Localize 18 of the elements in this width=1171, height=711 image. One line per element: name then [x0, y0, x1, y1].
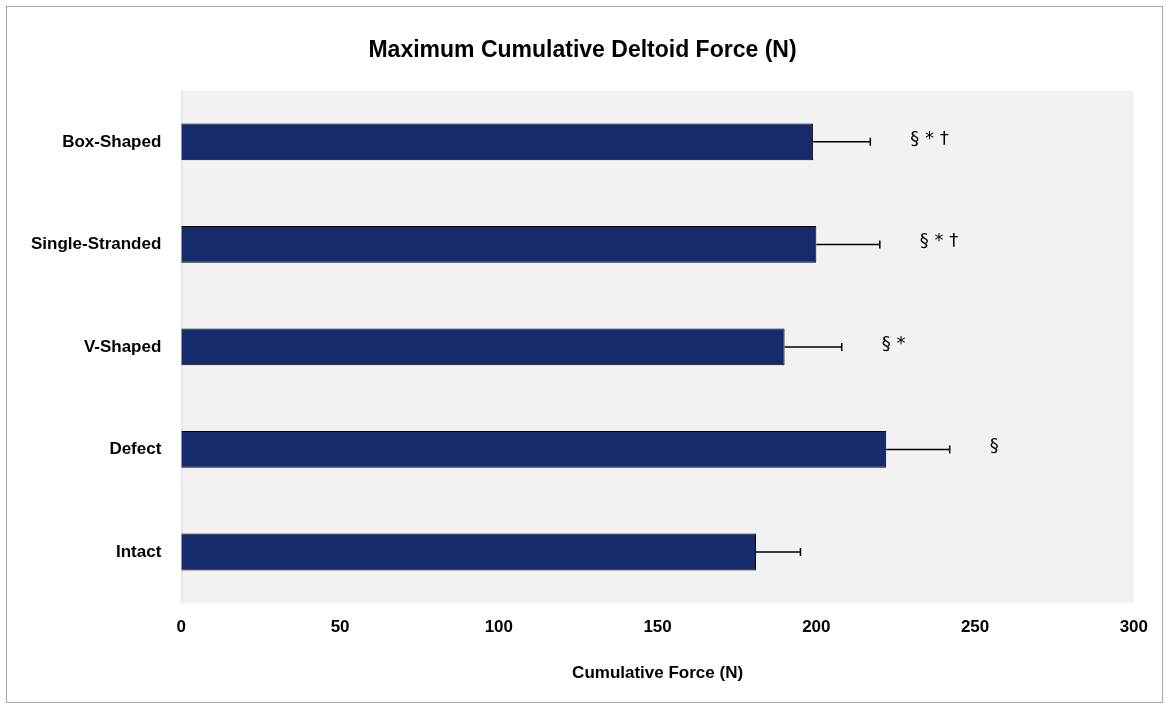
- annotation: § * †: [910, 126, 949, 148]
- y-tick-label: Intact: [116, 541, 162, 561]
- annotation: §: [989, 434, 999, 456]
- x-axis-title: Cumulative Force (N): [572, 663, 744, 683]
- annotation: § *: [881, 331, 906, 353]
- y-tick-label: V-Shaped: [83, 336, 162, 356]
- x-tick-label: 150: [643, 617, 672, 637]
- y-tick-label: Box-Shaped: [62, 131, 162, 151]
- chart-title: Maximum Cumulative Deltoid Force (N): [368, 36, 797, 63]
- y-tick-label: Defect: [109, 439, 162, 459]
- x-tick-label: 50: [330, 617, 350, 637]
- x-tick-label: 250: [960, 617, 990, 637]
- x-tick-label: 300: [1119, 617, 1149, 637]
- x-tick-label: 200: [802, 617, 831, 637]
- x-tick-label: 0: [176, 617, 187, 637]
- y-tick-label: Single-Stranded: [30, 234, 162, 254]
- annotation: § * †: [919, 229, 959, 251]
- x-tick-label: 100: [484, 617, 514, 637]
